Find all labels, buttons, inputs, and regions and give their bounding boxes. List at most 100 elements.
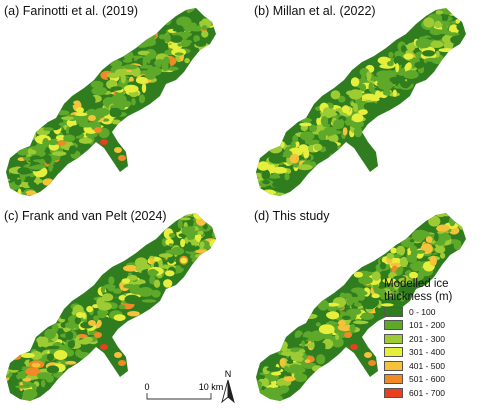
- panel-b: (b) Millan et al. (2022): [250, 0, 500, 205]
- thickness-patch: [29, 350, 43, 360]
- thickness-patch: [446, 8, 457, 9]
- thickness-patch: [158, 253, 173, 258]
- thickness-patch: [392, 89, 397, 97]
- thickness-patch: [108, 276, 115, 285]
- thickness-patch: [435, 50, 440, 58]
- thickness-patch: [146, 53, 151, 64]
- thickness-patch: [284, 135, 292, 146]
- thickness-patch: [354, 302, 362, 307]
- thickness-patch: [201, 213, 207, 218]
- thickness-patch: [317, 299, 329, 311]
- thickness-patch: [284, 173, 290, 181]
- thickness-patch: [341, 105, 350, 114]
- thickness-patch: [6, 368, 10, 376]
- thickness-patch: [189, 0, 198, 3]
- legend-label: 101 - 200: [409, 320, 445, 330]
- thickness-patch: [23, 195, 31, 196]
- thickness-patch: [440, 213, 454, 217]
- thickness-patch: [313, 143, 323, 151]
- thickness-patch: [371, 293, 380, 299]
- thickness-patch: [21, 170, 33, 174]
- thickness-patch: [256, 364, 258, 375]
- thickness-patch: [358, 276, 373, 285]
- thickness-hotspot: [326, 312, 334, 318]
- thickness-hotspot: [114, 147, 122, 153]
- thickness-patch: [199, 8, 213, 13]
- thickness-patch: [388, 51, 394, 58]
- thickness-patch: [350, 77, 360, 87]
- thickness-patch: [272, 192, 287, 196]
- scale-bar-start-label: 0: [144, 382, 149, 392]
- thickness-patch: [335, 334, 340, 340]
- legend-swatch: [384, 374, 403, 384]
- thickness-patch: [268, 154, 284, 164]
- thickness-patch: [182, 226, 196, 232]
- thickness-patch: [359, 312, 375, 320]
- thickness-patch: [184, 57, 190, 64]
- thickness-patch: [266, 366, 281, 372]
- thickness-patch: [442, 209, 454, 212]
- legend-label: 201 - 300: [409, 333, 445, 344]
- legend-swatch: [384, 360, 403, 371]
- thickness-patch: [0, 163, 3, 169]
- thickness-patch: [459, 15, 465, 21]
- thickness-patch: [197, 230, 204, 235]
- thickness-patch: [91, 86, 108, 96]
- thickness-patch: [122, 58, 133, 63]
- thickness-patch: [342, 315, 351, 320]
- thickness-patch: [110, 302, 118, 310]
- scale-bar: 0 10 km: [144, 382, 223, 400]
- thickness-patch: [58, 122, 66, 126]
- thickness-patch: [261, 169, 271, 181]
- thickness-hotspot: [88, 320, 96, 326]
- thickness-patch: [56, 110, 70, 116]
- thickness-patch: [163, 33, 171, 43]
- thickness-patch: [199, 18, 212, 29]
- thickness-patch: [135, 76, 148, 84]
- thickness-patch: [169, 233, 176, 238]
- thickness-patch: [182, 24, 193, 32]
- thickness-patch: [286, 360, 294, 364]
- thickness-patch: [40, 379, 46, 388]
- thickness-hotspot: [100, 344, 108, 350]
- thickness-patch: [318, 324, 335, 335]
- thickness-patch: [92, 315, 100, 321]
- thickness-patch: [441, 205, 452, 210]
- thickness-patch: [22, 377, 32, 382]
- thickness-patch: [409, 239, 415, 243]
- thickness-patch: [293, 351, 305, 362]
- thickness-patch: [442, 232, 449, 237]
- thickness-patch: [186, 205, 202, 207]
- thickness-patch: [441, 9, 456, 15]
- thickness-patch: [201, 25, 208, 31]
- legend-item: 301 - 400: [384, 346, 500, 358]
- thickness-patch: [109, 107, 122, 118]
- thickness-patch: [176, 16, 192, 28]
- thickness-patch: [14, 179, 22, 186]
- legend-item: 401 - 500: [384, 360, 500, 372]
- thickness-patch: [297, 164, 313, 171]
- thickness-patch: [141, 299, 157, 303]
- thickness-patch: [197, 213, 207, 214]
- thickness-patch: [371, 271, 381, 281]
- thickness-patch: [256, 181, 257, 189]
- thickness-patch: [280, 351, 296, 357]
- thickness-patch: [353, 102, 358, 113]
- thickness-patch: [266, 174, 282, 179]
- legend-item: 201 - 300: [384, 333, 500, 345]
- thickness-patch: [353, 126, 363, 138]
- thickness-patch: [328, 349, 344, 355]
- thickness-patches: [6, 205, 216, 401]
- thickness-patch: [20, 352, 35, 358]
- panel-a: (a) Farinotti et al. (2019): [0, 0, 250, 205]
- thickness-patch: [382, 273, 388, 278]
- ice-thickness-map-d: [256, 205, 466, 401]
- thickness-patch: [440, 8, 456, 9]
- thickness-patch: [65, 349, 75, 357]
- thickness-patch: [163, 279, 173, 288]
- thickness-patch: [153, 279, 161, 288]
- panel-c: (c) Frank and van Pelt (2024): [0, 205, 250, 410]
- thickness-hotspot: [76, 312, 84, 318]
- thickness-patch: [193, 35, 200, 43]
- thickness-patch: [377, 56, 391, 65]
